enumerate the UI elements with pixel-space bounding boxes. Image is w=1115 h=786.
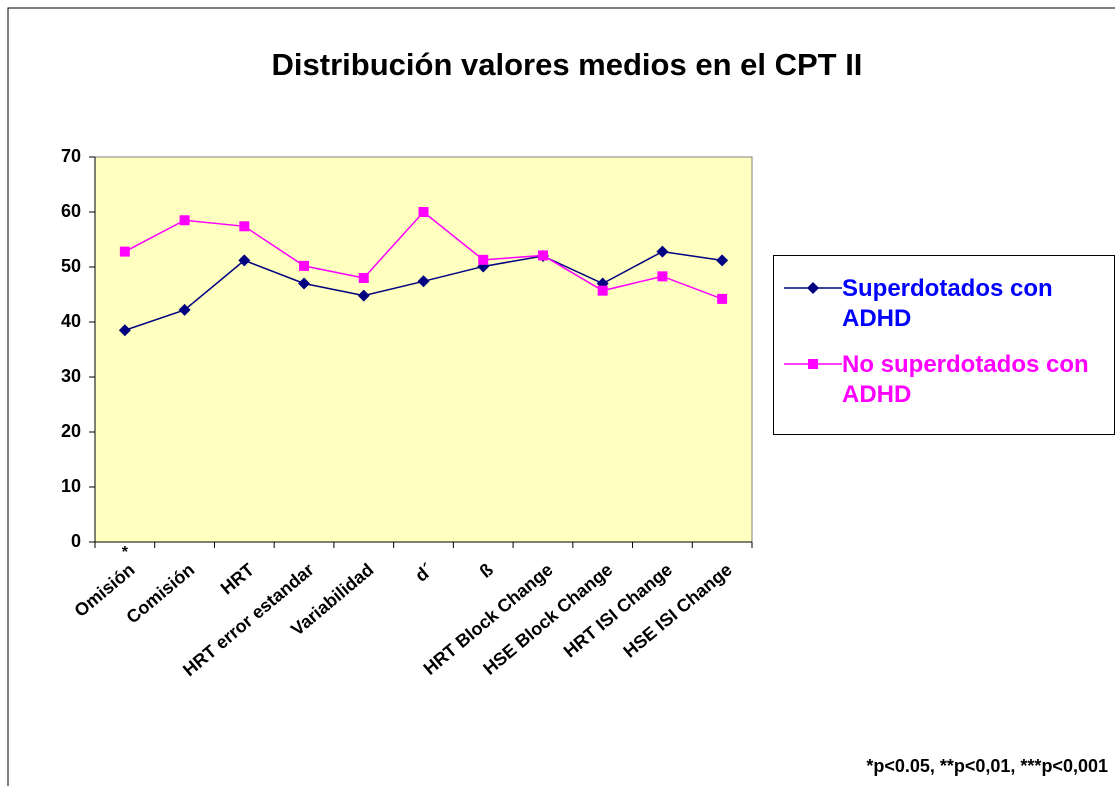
legend-key [784, 282, 842, 294]
y-tick-label: 50 [61, 256, 81, 276]
marker [717, 293, 728, 304]
chart-title: Distribución valores medios en el CPT II [272, 47, 863, 82]
legend-label: Superdotados con ADHD [842, 275, 1053, 332]
legend: Superdotados con ADHD No superdotados con… [773, 255, 1115, 435]
legend-item: No superdotados con ADHD [784, 350, 1104, 410]
legend-label: No superdotados con ADHD [842, 351, 1089, 408]
marker [417, 275, 430, 288]
marker [418, 207, 429, 217]
marker [358, 273, 369, 283]
marker [238, 254, 251, 267]
marker [118, 324, 131, 337]
y-tick-label: 20 [61, 421, 81, 441]
y-tick-label: 40 [61, 311, 81, 331]
legend-key [784, 359, 842, 369]
legend-item: Superdotados con ADHD [784, 274, 1104, 334]
marker [807, 282, 819, 294]
y-tick-label: 10 [61, 476, 81, 496]
marker [537, 250, 548, 261]
marker [357, 289, 370, 302]
marker [119, 246, 130, 257]
marker [299, 260, 310, 271]
marker [657, 271, 668, 282]
marker [478, 254, 489, 265]
marker [178, 303, 191, 316]
marker [808, 359, 818, 369]
marker [656, 245, 669, 258]
y-tick-label: 70 [61, 146, 81, 166]
y-tick-label: 60 [61, 201, 81, 221]
marker [716, 254, 729, 267]
marker [298, 277, 311, 290]
annotation: * [122, 544, 129, 561]
marker [179, 215, 190, 226]
footnote: *p<0.05, **p<0,01, ***p<0,001 [866, 756, 1108, 776]
marker [597, 285, 608, 296]
y-tick-label: 30 [61, 366, 81, 386]
marker [239, 221, 250, 232]
y-tick-label: 0 [71, 531, 81, 551]
